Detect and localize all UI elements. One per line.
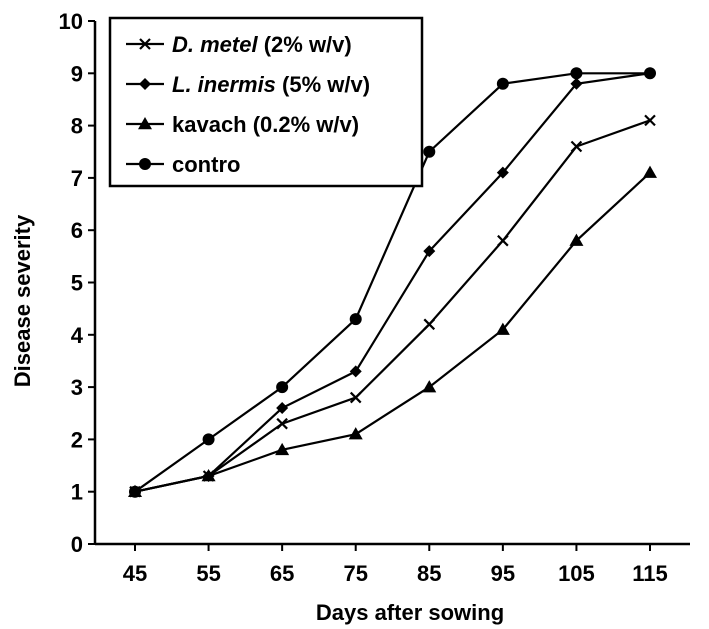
data-point-circle (644, 67, 656, 80)
data-point-x-marker (644, 114, 656, 127)
series-layer (128, 67, 657, 498)
data-point-diamond (570, 77, 583, 90)
x-tick-label: 45 (123, 561, 147, 586)
legend-entry-label: D. metel (2% w/v) (172, 32, 352, 57)
data-point-x-marker (497, 234, 509, 247)
data-point-x-marker (349, 391, 362, 404)
x-stroke (139, 38, 151, 50)
data-point-circle (496, 77, 509, 90)
legend: D. metel (2% w/v) L. inermis (5% w/v) kava… (108, 16, 424, 188)
data-point-triangle (569, 233, 584, 246)
series-line (134, 171, 651, 493)
legend-label-part: contro (172, 152, 240, 177)
data-point-triangle (643, 165, 657, 178)
x-tick-label: 105 (558, 561, 595, 586)
y-tick-label: 10 (59, 9, 83, 34)
data-point-triangle (201, 469, 216, 482)
data-point-x-marker (276, 417, 288, 430)
data-point-x-marker (570, 140, 583, 153)
data-point-triangle (495, 322, 510, 335)
y-tick-label: 0 (71, 532, 83, 557)
data-point-triangle (275, 442, 290, 456)
data-point-x-marker (423, 318, 436, 331)
legend-label-part: (5% w/v) (276, 72, 370, 97)
legend-entry-label: L. inermis (5% w/v) (172, 72, 370, 97)
y-tick-label: 8 (71, 114, 83, 139)
data-point-circle (276, 381, 289, 394)
x-tick-label: 115 (632, 561, 668, 586)
data-point-diamond (349, 365, 362, 378)
y-tick-label: 1 (71, 480, 83, 505)
series-4 (129, 67, 656, 498)
y-tick-label: 7 (71, 166, 83, 191)
y-tick-label: 2 (71, 427, 83, 452)
y-tick-label: 3 (71, 375, 83, 400)
series-line (134, 72, 650, 493)
y-tick-label: 4 (71, 323, 84, 348)
data-point-circle (570, 67, 583, 80)
legend-entry-label: kavach (0.2% w/v) (172, 112, 359, 137)
data-point-diamond (423, 245, 436, 258)
data-point-triangle (422, 380, 437, 393)
series-line (134, 119, 651, 493)
data-point-circle (349, 313, 362, 326)
x-tick-label: 55 (196, 561, 220, 586)
y-tick-label: 5 (71, 271, 83, 296)
legend-label-part: L. inermis (172, 72, 276, 97)
legend-label-part: D. metel (172, 32, 258, 57)
data-point-x-marker (139, 38, 151, 50)
x-stroke (497, 234, 509, 247)
data-point-circle (139, 158, 151, 170)
data-point-triangle (138, 117, 152, 130)
x-stroke (349, 391, 362, 404)
legend-entry-label: contro (172, 152, 240, 177)
y-axis-label: Disease severity (10, 214, 35, 387)
legend-box (108, 16, 424, 188)
x-stroke (644, 114, 656, 127)
data-point-circle (202, 433, 215, 446)
data-point-circle (129, 485, 141, 498)
x-tick-label: 95 (491, 561, 515, 586)
x-axis-label: Days after sowing (316, 600, 504, 625)
x-stroke (276, 417, 288, 430)
data-point-circle (423, 145, 436, 158)
x-tick-label: 75 (343, 561, 367, 586)
x-tick-label: 65 (270, 561, 294, 586)
y-tick-label: 9 (71, 61, 83, 86)
series-3 (128, 165, 657, 497)
y-tick-label: 6 (71, 218, 83, 243)
data-point-diamond (496, 166, 509, 179)
data-point-triangle (348, 427, 363, 440)
x-stroke (423, 318, 436, 331)
series-line (134, 72, 651, 493)
data-point-diamond (276, 402, 289, 415)
x-stroke (570, 140, 583, 153)
data-point-diamond (139, 78, 151, 90)
x-tick-label: 85 (417, 561, 441, 586)
legend-label-part: (2% w/v) (258, 32, 352, 57)
legend-label-part: kavach (0.2% w/v) (172, 112, 359, 137)
